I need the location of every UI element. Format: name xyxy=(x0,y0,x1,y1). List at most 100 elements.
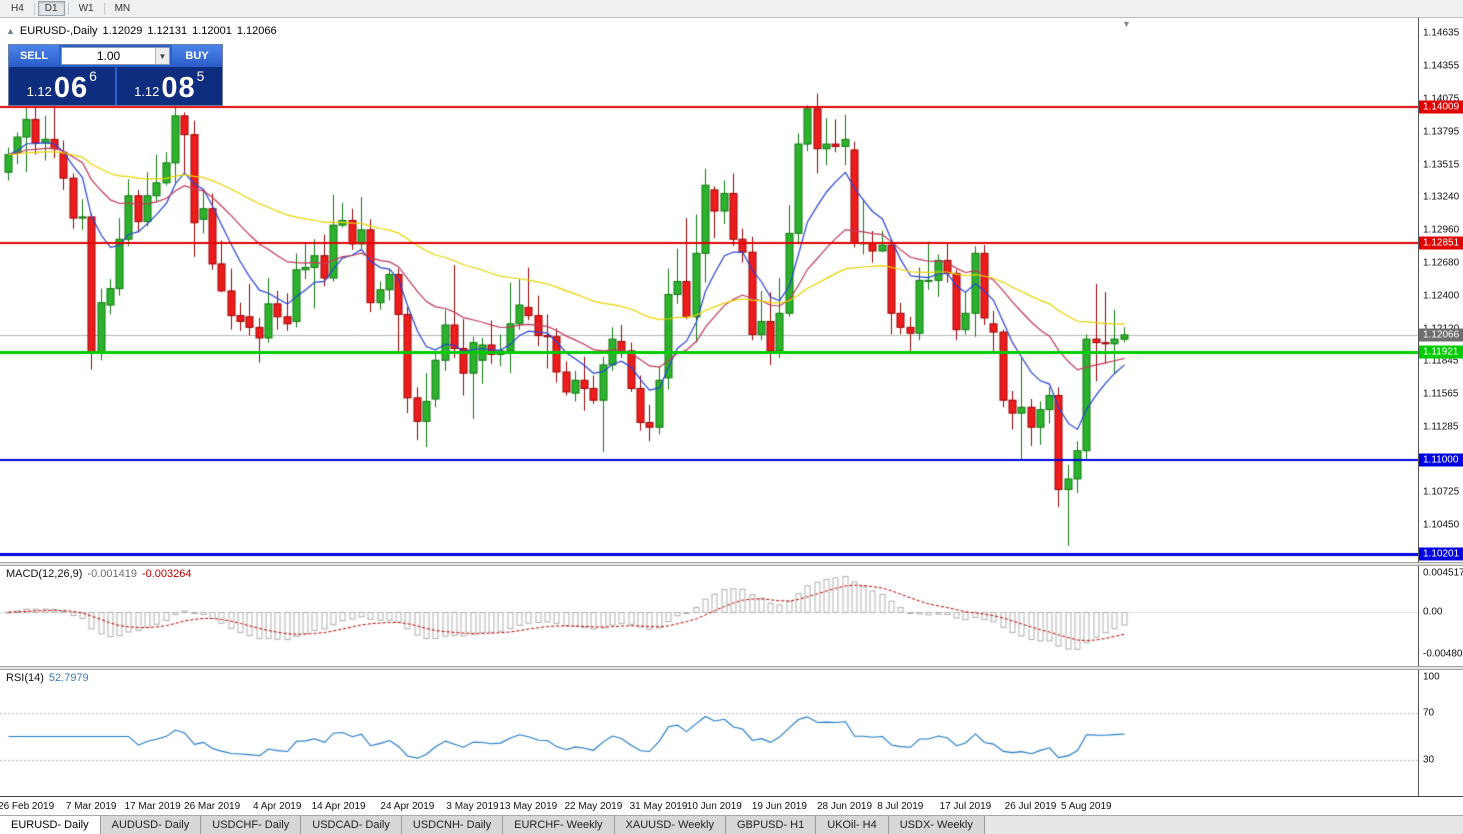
time-axis-label: 26 Mar 2019 xyxy=(184,801,241,812)
oct-collapse-icon[interactable]: ▲ xyxy=(6,26,15,36)
price-axis-label: 1.12400 xyxy=(1423,290,1460,302)
time-axis-label: 26 Jul 2019 xyxy=(1004,801,1057,812)
chart-title: ▲ EURUSD-,Daily 1.12029 1.12131 1.12001 … xyxy=(6,25,277,37)
rsi-name: RSI(14) xyxy=(6,672,44,684)
time-axis-label: 4 Apr 2019 xyxy=(253,801,302,812)
chart-tab-audusd-daily[interactable]: AUDUSD- Daily xyxy=(100,816,202,834)
trade-panel-top-row: SELL 1.00 ▼ BUY xyxy=(9,45,222,67)
time-axis-label: 14 Apr 2019 xyxy=(311,801,366,812)
time-axis-label: 19 Jun 2019 xyxy=(751,801,807,812)
price-axis-label: 1.11845 xyxy=(1423,355,1459,367)
chart-tab-xauusd-weekly[interactable]: XAUUSD- Weekly xyxy=(614,816,726,834)
panel-separator[interactable] xyxy=(0,666,1463,670)
timeframe-button-h4[interactable]: H4 xyxy=(4,1,31,16)
timeframe-button-mn[interactable]: MN xyxy=(108,1,138,16)
toolbar-separator xyxy=(67,2,69,15)
toolbar-separator xyxy=(33,2,35,15)
chart-title-close: 1.12066 xyxy=(236,25,277,37)
sell-price-prefix: 1.12 xyxy=(26,84,52,99)
time-axis-label: 13 May 2019 xyxy=(499,801,558,812)
chart-tab-ukoil-h4[interactable]: UKOil- H4 xyxy=(816,816,889,834)
chart-tab-usdchf-daily[interactable]: USDCHF- Daily xyxy=(201,816,302,834)
volume-value: 1.00 xyxy=(96,49,121,63)
macd-label: MACD(12,26,9) -0.001419 -0.003264 xyxy=(6,568,192,580)
time-axis-label: 24 Apr 2019 xyxy=(380,801,435,812)
time-axis-label: 8 Jul 2019 xyxy=(877,801,924,812)
sell-button[interactable]: SELL xyxy=(9,45,59,67)
time-axis-label: 17 Mar 2019 xyxy=(124,801,181,812)
time-axis-label: 28 Jun 2019 xyxy=(816,801,873,812)
price-line-tag: 1.11921 xyxy=(1419,345,1463,359)
price-axis[interactable]: 1.14635 1.14355 1.14075 1.13795 1.13515 1.132… xyxy=(1418,18,1463,562)
rsi-axis-label: 30 xyxy=(1423,754,1435,766)
toolbar-separator xyxy=(103,2,105,15)
timeframe-button-d1[interactable]: D1 xyxy=(37,1,65,16)
rsi-axis-label: 70 xyxy=(1423,707,1435,719)
rsi-axis-label: 100 xyxy=(1423,671,1440,683)
price-chart-canvas[interactable] xyxy=(0,18,1418,562)
trade-panel-prices: 1.12 06 6 1.12 08 5 xyxy=(9,67,222,105)
rsi-axis[interactable]: 100 70 30 xyxy=(1418,670,1463,796)
price-axis-label: 1.14075 xyxy=(1423,93,1460,105)
price-axis-label: 1.13515 xyxy=(1423,159,1460,171)
time-axis-label: 7 Mar 2019 xyxy=(65,801,117,812)
macd-signal-value: -0.003264 xyxy=(141,568,192,580)
price-axis-label: 1.11285 xyxy=(1423,421,1459,433)
chart-title-high: 1.12131 xyxy=(147,25,188,37)
rsi-pane: RSI(14) 52.7979 xyxy=(0,670,1418,796)
bid-price-tag: 1.12066 xyxy=(1419,328,1463,342)
price-axis-label: 1.13795 xyxy=(1423,126,1460,138)
sell-price-sup: 6 xyxy=(89,68,97,84)
time-axis-label: 17 Jul 2019 xyxy=(939,801,992,812)
price-chart-pane: ▲ EURUSD-,Daily 1.12029 1.12131 1.12001 … xyxy=(0,18,1418,562)
price-axis-label: 1.12680 xyxy=(1423,257,1460,269)
volume-field[interactable]: 1.00 ▼ xyxy=(61,47,170,65)
time-axis-label: 26 Feb 2019 xyxy=(0,801,55,812)
buy-price-sup: 5 xyxy=(196,68,205,84)
chart-tab-eurchf-weekly[interactable]: EURCHF- Weekly xyxy=(503,816,615,834)
time-axis-label: 31 May 2019 xyxy=(629,801,688,812)
panel-separator[interactable] xyxy=(0,562,1463,566)
timeframe-buttons: H4 D1 W1 MN xyxy=(4,1,137,16)
buy-button[interactable]: BUY xyxy=(172,45,222,67)
macd-axis-label: 0.00 xyxy=(1423,606,1443,618)
macd-pane: MACD(12,26,9) -0.001419 -0.003264 xyxy=(0,566,1418,666)
chart-tab-eurusd-daily[interactable]: EURUSD- Daily xyxy=(0,816,101,834)
timeframe-button-w1[interactable]: W1 xyxy=(72,1,101,16)
buy-price[interactable]: 1.12 08 5 xyxy=(114,67,223,105)
time-axis-label: 10 Jun 2019 xyxy=(686,801,742,812)
price-axis-label: 1.14355 xyxy=(1423,60,1460,72)
rsi-value: 52.7979 xyxy=(48,672,89,684)
rsi-label: RSI(14) 52.7979 xyxy=(6,672,89,684)
volume-dropdown-icon[interactable]: ▼ xyxy=(155,48,169,64)
chart-title-symbol: EURUSD-,Daily xyxy=(19,25,98,37)
timeframe-toolbar: H4 D1 W1 MN xyxy=(0,0,1463,18)
sell-price[interactable]: 1.12 06 6 xyxy=(9,67,115,105)
price-axis-label: 1.10725 xyxy=(1423,486,1460,498)
chart-tab-usdx-weekly[interactable]: USDX- Weekly xyxy=(888,816,985,834)
macd-main-value: -0.001419 xyxy=(87,568,137,580)
chart-tab-bar: EURUSD- Daily AUDUSD- Daily USDCHF- Daily U… xyxy=(0,815,1463,834)
time-axis-label: 22 May 2019 xyxy=(564,801,623,812)
chart-tab-usdcad-daily[interactable]: USDCAD- Daily xyxy=(301,816,402,834)
price-line-tag: 1.12851 xyxy=(1419,236,1463,250)
macd-axis[interactable]: 0.004517 0.00 -0.004806 xyxy=(1418,566,1463,666)
price-axis-label: 1.11565 xyxy=(1423,388,1459,400)
rsi-canvas[interactable] xyxy=(0,670,1418,796)
time-axis-label: 3 May 2019 xyxy=(446,801,499,812)
one-click-trading-panel: SELL 1.00 ▼ BUY 1.12 06 6 1.12 08 5 xyxy=(8,44,223,106)
sell-price-big: 06 xyxy=(53,72,89,104)
time-axis[interactable]: 26 Feb 2019 7 Mar 2019 17 Mar 2019 26 Mar 2… xyxy=(0,796,1463,815)
buy-price-prefix: 1.12 xyxy=(134,84,160,99)
buy-price-big: 08 xyxy=(161,72,196,104)
macd-canvas[interactable] xyxy=(0,566,1418,666)
chart-tab-usdcnh-daily[interactable]: USDCNH- Daily xyxy=(401,816,504,834)
macd-name: MACD(12,26,9) xyxy=(6,568,83,580)
price-line-tag: 1.11000 xyxy=(1419,453,1463,467)
macd-axis-label: 0.004517 xyxy=(1423,567,1463,579)
macd-axis-label: -0.004806 xyxy=(1423,648,1463,660)
price-line-tag: 1.10201 xyxy=(1419,547,1463,561)
price-axis-label: 1.12960 xyxy=(1423,224,1460,236)
chart-tab-gbpusd-h1[interactable]: GBPUSD- H1 xyxy=(725,816,817,834)
